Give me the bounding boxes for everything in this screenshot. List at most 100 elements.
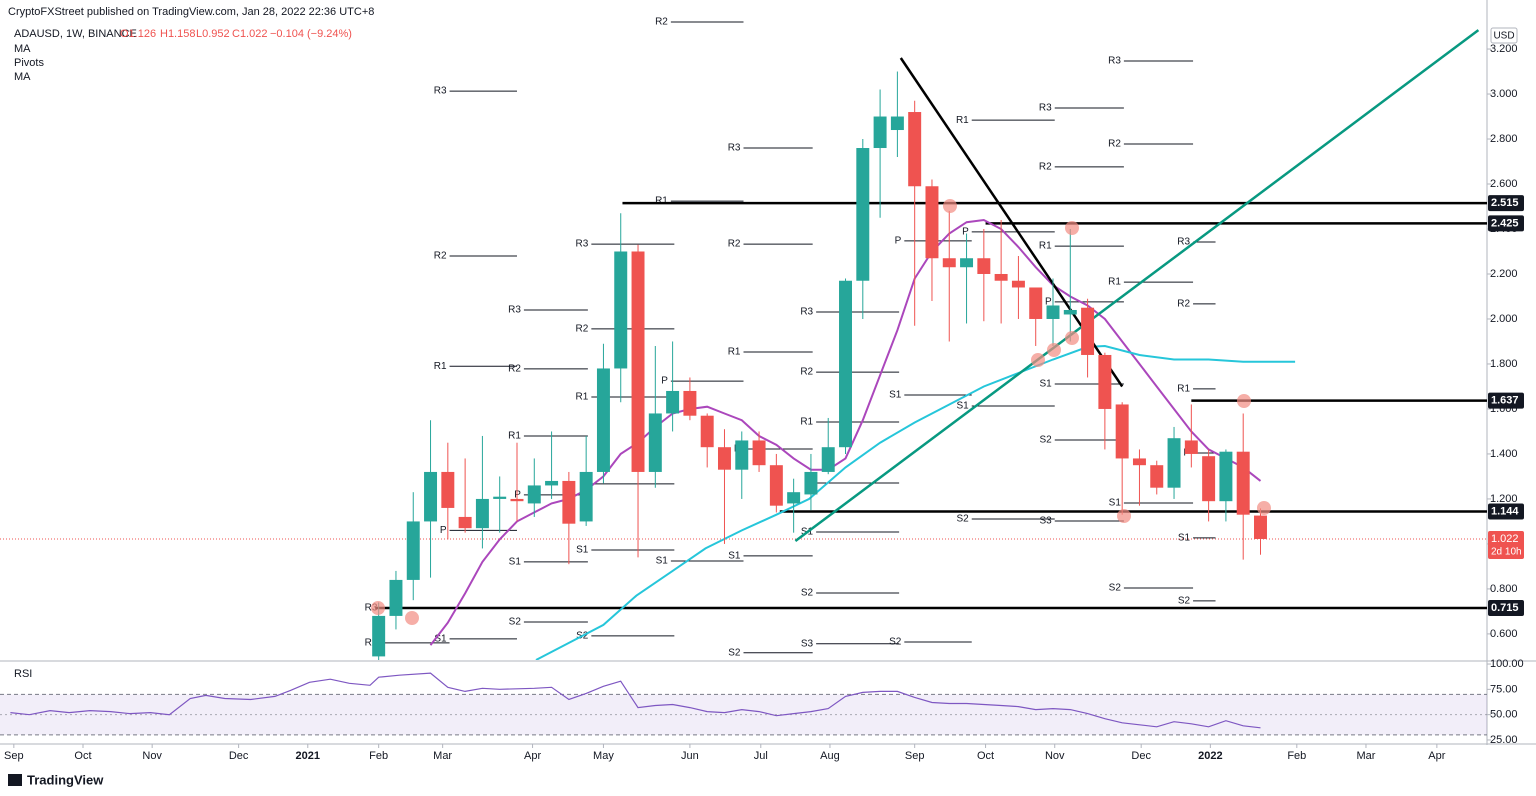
candle-body — [839, 280, 852, 448]
candle-body — [631, 251, 645, 472]
x-tick-label: Dec — [229, 750, 249, 762]
candle-body — [960, 258, 974, 268]
pivot-label: S2 — [509, 617, 522, 628]
pivot-label: R2 — [655, 17, 668, 28]
pivot-label: R1 — [956, 115, 969, 126]
candle-body — [856, 148, 870, 281]
pivot-label: S2 — [1109, 583, 1122, 594]
candle-body — [1150, 465, 1164, 488]
pivot-label: R1 — [1039, 241, 1052, 252]
y-tick-label: 1.200 — [1490, 493, 1518, 505]
level-label-box — [1488, 215, 1524, 232]
candle-body — [1063, 309, 1077, 315]
pivot-label: R2 — [576, 324, 589, 335]
pivot-label: P — [661, 376, 668, 387]
countdown: 2d 10h — [1491, 547, 1522, 558]
ohlc-high: H1.158 — [160, 28, 195, 40]
pivot-label: R1 — [1177, 384, 1190, 395]
x-tick-label: Dec — [1131, 750, 1151, 762]
y-tick-label: 2.600 — [1490, 178, 1518, 190]
candle-body — [527, 485, 541, 504]
pivot-label: S2 — [957, 514, 970, 525]
candle-body — [908, 112, 922, 187]
pivot-label: R2 — [434, 251, 447, 262]
x-tick-label: Apr — [1428, 750, 1445, 762]
candle-body — [1202, 456, 1216, 502]
highlight — [1117, 509, 1131, 523]
pivot-label: P — [962, 227, 969, 238]
pivot-label: R3 — [434, 86, 447, 97]
candle-body — [873, 116, 887, 149]
pivot-label: S1 — [1039, 379, 1052, 390]
brand-logo — [8, 774, 22, 786]
price-pane: R3 R2 R3 R2 R1 P S1 R3 R2 R1 P S1 S2 R3 R2 R1 P S1 S2 R2 R1 P… — [0, 17, 1487, 660]
pivot-label: P — [1045, 297, 1052, 308]
candle-body — [424, 471, 438, 522]
level-label: 1.144 — [1491, 505, 1519, 517]
highlight — [1065, 221, 1079, 235]
x-tick-label: Feb — [369, 750, 388, 762]
highlight — [1065, 331, 1079, 345]
moving-average — [535, 344, 1296, 660]
candle-body — [1046, 305, 1060, 319]
y-tick-label: 0.600 — [1490, 628, 1518, 640]
x-tick-label: Feb — [1287, 750, 1306, 762]
candle-body — [372, 615, 386, 657]
candle-body — [614, 251, 628, 369]
pivot-label: R3 — [800, 307, 813, 318]
brand: TradingView — [27, 772, 104, 787]
pivot-label: R1 — [800, 417, 813, 428]
rsi-band — [0, 694, 1487, 735]
pivot-label: R2 — [1039, 162, 1052, 173]
highlight — [1031, 353, 1045, 367]
candle-body — [475, 498, 489, 529]
highlight — [1047, 343, 1061, 357]
x-tick-label: Aug — [820, 750, 840, 762]
pivot-label: S1 — [509, 557, 522, 568]
highlight — [943, 199, 957, 213]
x-tick-label: Sep — [905, 750, 925, 762]
pivot-label: R2 — [800, 367, 813, 378]
pivot-label: S2 — [1039, 435, 1052, 446]
pivot-label: R2 — [728, 239, 741, 250]
candle-body — [804, 471, 818, 495]
trendline — [794, 29, 1480, 543]
x-tick-label: Sep — [4, 750, 24, 762]
candle-body — [1254, 515, 1267, 539]
candle-body — [406, 521, 420, 580]
pivot-label: R1 — [1108, 277, 1121, 288]
y-tick-label: 0.800 — [1490, 583, 1518, 595]
y-tick-label: 2.800 — [1490, 133, 1518, 145]
y-tick-label: 1.400 — [1490, 448, 1518, 460]
x-tick-label: Mar — [1356, 750, 1375, 762]
highlight — [405, 611, 419, 625]
pivot-label: S2 — [728, 647, 741, 658]
level-label-box — [1488, 600, 1524, 617]
rsi-tick-label: 75.00 — [1490, 683, 1518, 695]
x-tick-label: May — [593, 750, 614, 762]
candle-body — [890, 116, 904, 131]
pivot-label: S3 — [1039, 516, 1052, 527]
pivot-label: P — [514, 490, 521, 501]
level-label-box — [1488, 195, 1524, 212]
publisher: CryptoFXStreet published on TradingView.… — [8, 6, 374, 18]
y-tick-label: 3.200 — [1490, 43, 1518, 55]
ohlc-low: L0.952 — [196, 28, 230, 40]
candle-body — [683, 390, 697, 416]
candle-body — [1029, 287, 1043, 319]
candle-body — [769, 465, 783, 506]
x-tick-label: Nov — [1045, 750, 1065, 762]
pivot-label: P — [440, 525, 447, 536]
pivot-label: S1 — [434, 633, 447, 644]
x-tick-label: Oct — [977, 750, 994, 762]
candle-body — [735, 440, 749, 470]
pivot-label: S3 — [801, 638, 814, 649]
candle-body — [1219, 451, 1233, 502]
candle-body — [596, 368, 610, 472]
level-label: 0.715 — [1491, 602, 1519, 614]
highlight — [1257, 501, 1271, 515]
candle-body — [648, 413, 662, 472]
highlight — [1237, 394, 1251, 408]
candle-body — [458, 516, 472, 529]
